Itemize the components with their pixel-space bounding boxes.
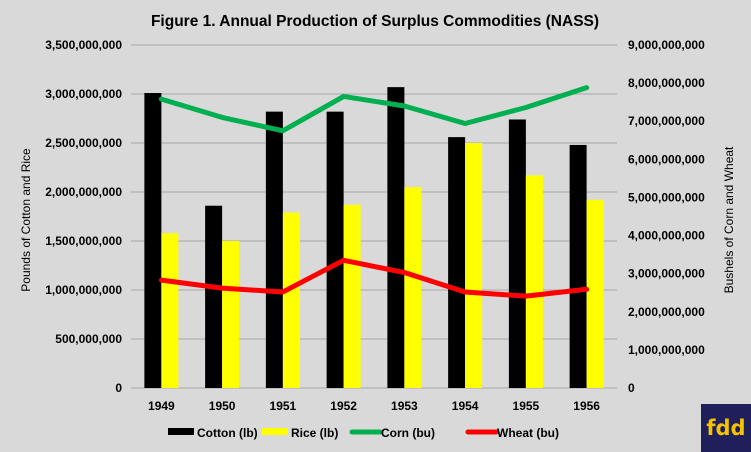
y-axis-right: 0 1,000,000,000 2,000,000,000 3,000,000,000…	[628, 38, 705, 395]
bar-rice	[586, 199, 604, 388]
bar-rice	[343, 204, 361, 388]
y-right-tick-label: 5,000,000,000	[628, 190, 705, 204]
legend: Cotton (lb) Rice (lb) Corn (bu) Wheat (bu)	[168, 426, 559, 440]
bars	[144, 87, 604, 389]
legend-swatch	[262, 428, 288, 435]
line-wheat	[158, 257, 590, 299]
bar-cotton	[569, 144, 587, 388]
y-right-tick-label: 6,000,000,000	[628, 152, 705, 166]
y-axis-left-title: Pounds of Cotton and Rice	[19, 148, 33, 292]
bar-rice	[465, 143, 483, 388]
y-left-tick-label: 2,000,000,000	[45, 185, 122, 199]
y-left-tick-label: 0	[115, 381, 122, 395]
bar-rice	[404, 187, 422, 388]
bar-rice	[222, 241, 240, 388]
x-axis: 1949 1950 1951 1952 1953 1954 1955 1956	[148, 399, 600, 413]
x-tick-label: 1951	[270, 399, 297, 413]
bar-rice	[525, 175, 543, 388]
legend-label: Wheat (bu)	[497, 426, 559, 440]
x-tick-label: 1950	[209, 399, 236, 413]
gridlines	[131, 44, 617, 389]
chart-title: Figure 1. Annual Production of Surplus C…	[151, 13, 599, 30]
legend-swatch	[168, 428, 194, 435]
bar-cotton	[205, 205, 223, 388]
y-right-tick-label: 8,000,000,000	[628, 76, 705, 90]
x-tick-label: 1954	[452, 399, 479, 413]
y-right-tick-label: 7,000,000,000	[628, 114, 705, 128]
y-right-tick-label: 1,000,000,000	[628, 343, 705, 357]
bar-cotton	[387, 87, 405, 388]
legend-label: Corn (bu)	[381, 426, 435, 440]
y-left-tick-label: 500,000,000	[55, 332, 122, 346]
bar-cotton	[508, 119, 526, 388]
bar-rice	[161, 233, 179, 388]
bar-cotton	[265, 111, 283, 388]
y-right-tick-label: 9,000,000,000	[628, 38, 705, 52]
x-tick-label: 1956	[573, 399, 600, 413]
y-left-tick-label: 3,500,000,000	[45, 38, 122, 52]
legend-label: Cotton (lb)	[197, 426, 258, 440]
y-left-tick-label: 1,500,000,000	[45, 234, 122, 248]
y-axis-right-title: Bushels of Corn and Wheat	[722, 146, 736, 293]
y-axis-left: 0 500,000,000 1,000,000,000 1,500,000,000 2,…	[45, 38, 122, 395]
line-corn	[158, 85, 590, 134]
x-tick-label: 1955	[513, 399, 540, 413]
legend-label: Rice (lb)	[291, 426, 338, 440]
bar-cotton	[326, 111, 344, 388]
y-left-tick-label: 3,000,000,000	[45, 87, 122, 101]
y-left-tick-label: 1,000,000,000	[45, 283, 122, 297]
y-right-tick-label: 3,000,000,000	[628, 267, 705, 281]
x-tick-label: 1953	[391, 399, 418, 413]
fdd-logo: fdd	[701, 404, 751, 452]
x-tick-label: 1952	[330, 399, 357, 413]
y-right-tick-label: 0	[628, 381, 635, 395]
lines	[158, 85, 590, 299]
y-right-tick-label: 4,000,000,000	[628, 229, 705, 243]
bar-cotton	[144, 93, 162, 389]
y-left-tick-label: 2,500,000,000	[45, 136, 122, 150]
y-right-tick-label: 2,000,000,000	[628, 305, 705, 319]
x-tick-label: 1949	[148, 399, 175, 413]
bar-rice	[282, 212, 300, 388]
bar-cotton	[448, 137, 466, 388]
